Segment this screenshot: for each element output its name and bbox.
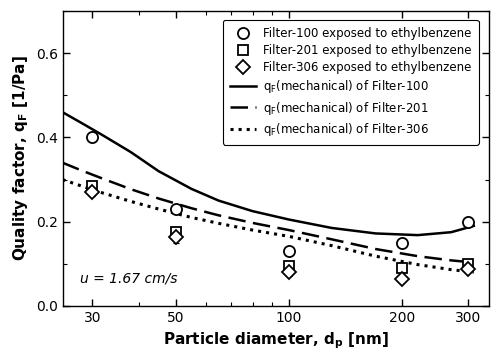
q$_\mathregular{F}$(mechanical) of Filter-100 <box>448 230 454 234</box>
q$_\mathregular{F}$(mechanical) of Filter-201 <box>128 187 134 191</box>
q$_\mathregular{F}$(mechanical) of Filter-306 <box>78 184 84 188</box>
q$_\mathregular{F}$(mechanical) of Filter-201 <box>60 160 66 165</box>
q$_\mathregular{F}$(mechanical) of Filter-201 <box>471 260 477 265</box>
Filter-201 exposed to ethylbenzene <box>286 264 292 268</box>
Filter-201 exposed to ethylbenzene <box>466 262 471 266</box>
Line: Filter-306 exposed to ethylbenzene: Filter-306 exposed to ethylbenzene <box>88 187 474 283</box>
q$_\mathregular{F}$(mechanical) of Filter-201 <box>250 221 256 225</box>
Filter-306 exposed to ethylbenzene <box>173 235 179 239</box>
Filter-100 exposed to ethylbenzene <box>173 207 179 211</box>
q$_\mathregular{F}$(mechanical) of Filter-306 <box>60 177 66 182</box>
q$_\mathregular{F}$(mechanical) of Filter-100 <box>471 224 477 228</box>
Filter-201 exposed to ethylbenzene <box>173 230 179 234</box>
q$_\mathregular{F}$(mechanical) of Filter-306 <box>128 199 134 203</box>
Filter-100 exposed to ethylbenzene <box>399 240 405 245</box>
q$_\mathregular{F}$(mechanical) of Filter-201 <box>78 168 84 172</box>
q$_\mathregular{F}$(mechanical) of Filter-306 <box>100 191 106 195</box>
q$_\mathregular{F}$(mechanical) of Filter-201 <box>448 258 454 262</box>
Legend: Filter-100 exposed to ethylbenzene, Filter-201 exposed to ethylbenzene, Filter-3: Filter-100 exposed to ethylbenzene, Filt… <box>223 20 478 145</box>
Line: q$_\mathregular{F}$(mechanical) of Filter-100: q$_\mathregular{F}$(mechanical) of Filte… <box>62 112 474 235</box>
Line: q$_\mathregular{F}$(mechanical) of Filter-201: q$_\mathregular{F}$(mechanical) of Filte… <box>62 163 474 262</box>
Filter-100 exposed to ethylbenzene <box>90 135 96 140</box>
q$_\mathregular{F}$(mechanical) of Filter-201 <box>415 254 421 258</box>
q$_\mathregular{F}$(mechanical) of Filter-100 <box>372 231 378 236</box>
q$_\mathregular{F}$(mechanical) of Filter-201 <box>372 247 378 251</box>
Line: Filter-201 exposed to ethylbenzene: Filter-201 exposed to ethylbenzene <box>88 181 474 273</box>
q$_\mathregular{F}$(mechanical) of Filter-306 <box>216 221 222 226</box>
Filter-201 exposed to ethylbenzene <box>399 266 405 270</box>
q$_\mathregular{F}$(mechanical) of Filter-306 <box>448 268 454 272</box>
q$_\mathregular{F}$(mechanical) of Filter-100 <box>415 233 421 237</box>
q$_\mathregular{F}$(mechanical) of Filter-306 <box>156 207 162 211</box>
q$_\mathregular{F}$(mechanical) of Filter-201 <box>100 177 106 181</box>
q$_\mathregular{F}$(mechanical) of Filter-100 <box>156 169 162 173</box>
Filter-306 exposed to ethylbenzene <box>399 276 405 281</box>
q$_\mathregular{F}$(mechanical) of Filter-100 <box>60 110 66 114</box>
q$_\mathregular{F}$(mechanical) of Filter-306 <box>188 215 194 220</box>
q$_\mathregular{F}$(mechanical) of Filter-100 <box>100 133 106 138</box>
q$_\mathregular{F}$(mechanical) of Filter-201 <box>329 237 335 241</box>
q$_\mathregular{F}$(mechanical) of Filter-201 <box>216 213 222 218</box>
Filter-306 exposed to ethylbenzene <box>90 190 96 194</box>
Filter-201 exposed to ethylbenzene <box>90 184 96 188</box>
Filter-306 exposed to ethylbenzene <box>286 270 292 274</box>
q$_\mathregular{F}$(mechanical) of Filter-100 <box>250 209 256 213</box>
Line: q$_\mathregular{F}$(mechanical) of Filter-306: q$_\mathregular{F}$(mechanical) of Filte… <box>62 180 474 272</box>
q$_\mathregular{F}$(mechanical) of Filter-306 <box>329 244 335 248</box>
Filter-306 exposed to ethylbenzene <box>466 267 471 271</box>
q$_\mathregular{F}$(mechanical) of Filter-306 <box>415 262 421 267</box>
q$_\mathregular{F}$(mechanical) of Filter-100 <box>188 187 194 191</box>
q$_\mathregular{F}$(mechanical) of Filter-201 <box>286 228 292 232</box>
q$_\mathregular{F}$(mechanical) of Filter-100 <box>216 198 222 203</box>
q$_\mathregular{F}$(mechanical) of Filter-100 <box>329 226 335 230</box>
Text: u = 1.67 cm/s: u = 1.67 cm/s <box>80 271 177 285</box>
q$_\mathregular{F}$(mechanical) of Filter-306 <box>286 234 292 239</box>
Line: Filter-100 exposed to ethylbenzene: Filter-100 exposed to ethylbenzene <box>87 132 474 257</box>
q$_\mathregular{F}$(mechanical) of Filter-100 <box>286 217 292 222</box>
q$_\mathregular{F}$(mechanical) of Filter-306 <box>250 228 256 232</box>
X-axis label: Particle diameter, d$_\mathregular{p}$ [nm]: Particle diameter, d$_\mathregular{p}$ [… <box>162 330 389 351</box>
q$_\mathregular{F}$(mechanical) of Filter-201 <box>156 196 162 201</box>
q$_\mathregular{F}$(mechanical) of Filter-306 <box>471 270 477 274</box>
q$_\mathregular{F}$(mechanical) of Filter-201 <box>188 206 194 210</box>
q$_\mathregular{F}$(mechanical) of Filter-306 <box>372 254 378 258</box>
Filter-100 exposed to ethylbenzene <box>286 249 292 253</box>
Y-axis label: Quality factor, q$_\mathregular{F}$ [1/Pa]: Quality factor, q$_\mathregular{F}$ [1/P… <box>11 56 30 261</box>
q$_\mathregular{F}$(mechanical) of Filter-100 <box>78 121 84 125</box>
q$_\mathregular{F}$(mechanical) of Filter-100 <box>128 150 134 154</box>
Filter-100 exposed to ethylbenzene <box>466 219 471 224</box>
